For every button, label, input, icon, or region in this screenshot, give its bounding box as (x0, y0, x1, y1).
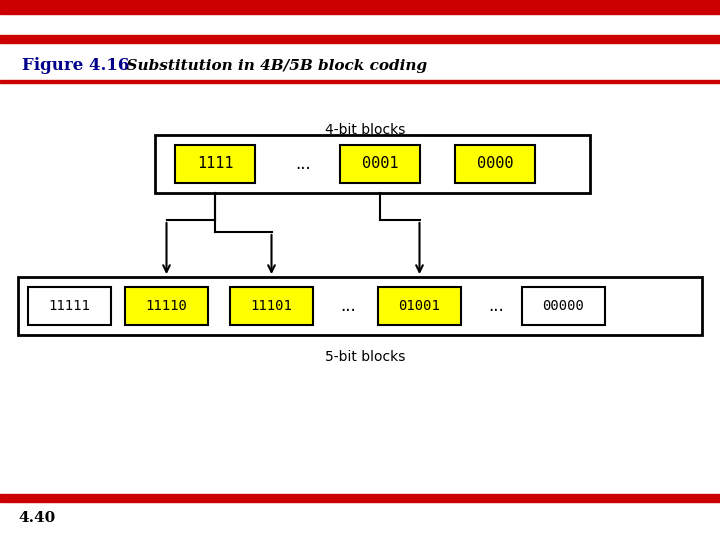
Bar (28, 287, 111, 325)
Text: 4-bit blocks: 4-bit blocks (325, 123, 405, 137)
Text: Substitution in 4B/5B block coding: Substitution in 4B/5B block coding (116, 59, 427, 73)
Text: 4.40: 4.40 (18, 511, 55, 525)
Text: 00000: 00000 (543, 299, 585, 313)
Bar (175, 145, 255, 183)
Bar (522, 287, 605, 325)
Bar (455, 145, 535, 183)
Text: ...: ... (488, 297, 504, 315)
Text: 5-bit blocks: 5-bit blocks (325, 350, 405, 364)
Text: Figure 4.16: Figure 4.16 (22, 57, 130, 75)
Bar (18, 277, 702, 335)
Text: ...: ... (295, 155, 311, 173)
Bar (378, 287, 461, 325)
Bar (230, 287, 313, 325)
Bar (0, 494, 720, 502)
Text: 11101: 11101 (251, 299, 292, 313)
Text: 11111: 11111 (48, 299, 91, 313)
Text: 01001: 01001 (399, 299, 441, 313)
Bar (0, 0, 720, 14)
Bar (0, 35, 720, 43)
Text: 1111: 1111 (197, 157, 233, 172)
Text: 0000: 0000 (477, 157, 513, 172)
Bar (125, 287, 208, 325)
Text: 11110: 11110 (145, 299, 187, 313)
Text: ...: ... (340, 297, 356, 315)
Bar (340, 145, 420, 183)
Bar (155, 135, 590, 193)
Text: 0001: 0001 (361, 157, 398, 172)
Bar (0, 80, 720, 83)
